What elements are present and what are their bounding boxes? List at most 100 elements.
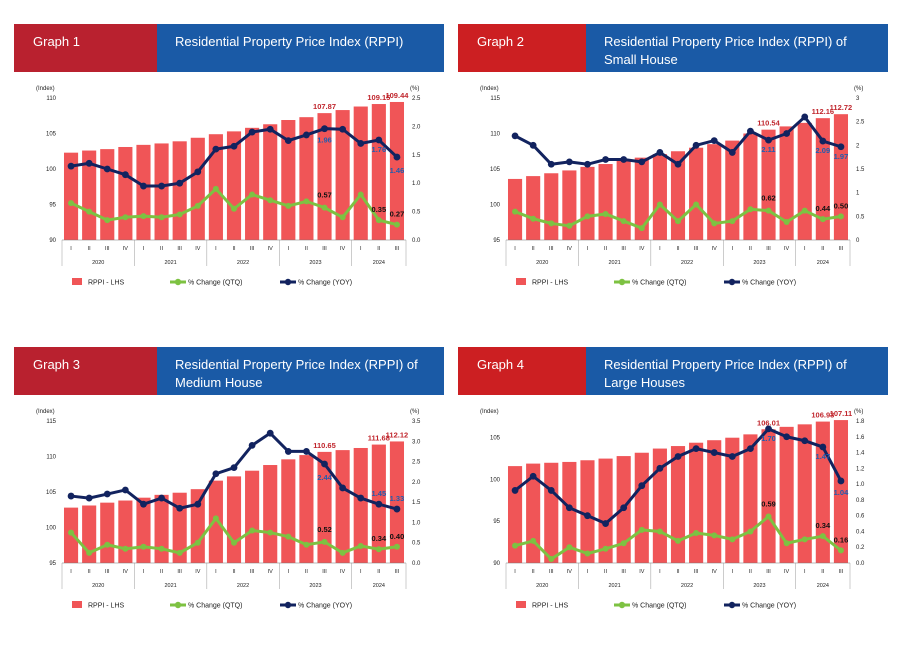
yoy-point (656, 149, 664, 156)
x-quarter-tick-label: II (305, 569, 309, 575)
x-year-label: 2024 (817, 583, 829, 589)
x-quarter-tick-label: IV (195, 246, 201, 252)
x-quarter-tick-label: IV (195, 569, 201, 575)
yoy-point (230, 464, 238, 472)
legend-swatch-qtq-marker (174, 278, 182, 286)
rppi-bar (833, 114, 849, 240)
yoy-point (765, 136, 772, 144)
qtq-point (86, 549, 93, 556)
rppi-bar (371, 104, 386, 240)
legend-swatch-yoy-marker (728, 601, 736, 609)
x-quarter-tick-label: III (839, 569, 844, 575)
x-quarter-tick-label: I (659, 246, 661, 252)
rppi-bar (263, 124, 278, 240)
x-quarter-tick-label: II (604, 569, 608, 575)
y-axis-right-label: (%) (854, 409, 863, 415)
yoy-point (85, 159, 93, 167)
x-quarter-tick-label: II (532, 246, 536, 252)
x-quarter-tick-label: II (305, 246, 309, 252)
y-left-tick-label: 110 (490, 132, 500, 138)
x-year-label: 2021 (609, 260, 621, 266)
graph-1-label: Graph 1 (14, 24, 157, 72)
rppi-bar (544, 462, 559, 563)
x-quarter-tick-label: I (587, 569, 589, 575)
qtq-point (656, 528, 663, 535)
qtq-point (638, 225, 645, 232)
rppi-bar (670, 446, 686, 563)
qtq-point (267, 529, 274, 536)
yoy-point (339, 125, 347, 133)
rppi-bar (226, 476, 242, 563)
graph-4-title: Residential Property Price Index (RPPI) … (586, 347, 888, 395)
y-right-tick-label: 1.4 (856, 451, 865, 457)
yoy-point (103, 165, 111, 173)
data-label: 110.65 (313, 441, 336, 450)
x-quarter-tick-label: II (821, 569, 825, 575)
qtq-point (584, 213, 591, 220)
data-label: 1.76 (372, 145, 387, 154)
graph-2-title-line1: Residential Property Price Index (RPPI) … (604, 34, 847, 49)
yoy-point (620, 504, 628, 512)
rppi-bar (689, 147, 704, 240)
data-label: 107.87 (313, 102, 336, 111)
yoy-point (837, 477, 845, 485)
x-quarter-tick-label: III (549, 246, 554, 252)
y-right-tick-label: 1.5 (412, 500, 421, 506)
x-quarter-tick-label: III (766, 569, 771, 575)
qtq-point (68, 200, 75, 207)
yoy-point (511, 487, 519, 494)
yoy-point (140, 500, 147, 508)
y-right-tick-label: 0.2 (856, 545, 865, 551)
data-label: 1.96 (317, 136, 332, 145)
qtq-point (548, 556, 555, 563)
yoy-point (121, 171, 129, 179)
data-label: 0.44 (816, 204, 831, 213)
yoy-point (357, 494, 365, 502)
legend-swatch-yoy-marker (284, 278, 292, 286)
x-quarter-tick-label: II (532, 569, 536, 575)
qtq-point (801, 207, 808, 214)
x-year-label: 2020 (92, 260, 104, 266)
x-quarter-tick-label: II (749, 569, 753, 575)
yoy-point (375, 500, 383, 508)
rppi-bar (154, 143, 169, 240)
yoy-point (728, 149, 736, 156)
yoy-point (565, 158, 573, 166)
graph-1-panel: Graph 1 Residential Property Price Index… (14, 24, 444, 324)
x-quarter-tick-label: IV (639, 246, 645, 252)
data-label: 2.09 (816, 146, 831, 155)
x-quarter-tick-label: IV (123, 246, 129, 252)
x-year-label: 2022 (237, 583, 249, 589)
x-quarter-tick-label: III (177, 246, 182, 252)
x-quarter-tick-label: I (804, 246, 806, 252)
x-quarter-tick-label: III (105, 246, 110, 252)
legend-label: RPPI - LHS (532, 603, 569, 610)
x-quarter-tick-label: I (215, 569, 217, 575)
y-right-tick-label: 1.0 (412, 520, 421, 526)
yoy-point (602, 156, 609, 163)
qtq-point (357, 542, 364, 549)
x-quarter-tick-label: I (659, 569, 661, 575)
x-year-label: 2023 (753, 260, 765, 266)
graph-3-title: Residential Property Price Index (RPPI) … (157, 347, 444, 395)
graph-2-label: Graph 2 (458, 24, 586, 72)
data-label: 0.34 (816, 521, 831, 530)
qtq-point (321, 204, 328, 211)
y-right-tick-label: 2.0 (412, 480, 421, 486)
graph-2-header: Graph 2 Residential Property Price Index… (458, 24, 888, 72)
graph-3-panel: Graph 3 Residential Property Price Index… (14, 347, 444, 647)
rppi-bar (779, 126, 794, 240)
graph-4-header: Graph 4 Residential Property Price Index… (458, 347, 888, 395)
rppi-bar (245, 470, 260, 563)
qtq-point (729, 218, 736, 225)
legend-label: % Change (QTQ) (632, 280, 686, 287)
qtq-point (267, 197, 274, 204)
rppi-bar (707, 144, 722, 240)
qtq-point (176, 549, 183, 556)
yoy-point (321, 460, 328, 468)
y-right-tick-label: 0 (856, 238, 860, 244)
legend-label: % Change (YOY) (298, 280, 352, 287)
x-quarter-tick-label: III (839, 246, 844, 252)
x-year-label: 2022 (237, 260, 249, 266)
x-quarter-tick-label: I (732, 246, 734, 252)
